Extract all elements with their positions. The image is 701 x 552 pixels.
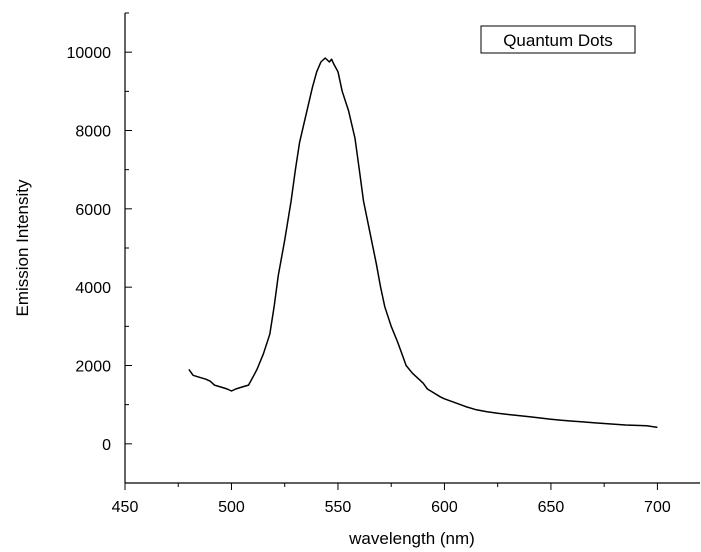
legend-box — [480, 25, 636, 54]
y-tick-label: 4000 — [75, 280, 111, 297]
legend: Quantum Dots — [480, 25, 636, 54]
y-tick-label: 6000 — [75, 202, 111, 219]
x-tick-label: 600 — [431, 499, 458, 516]
y-axis-ticks: 0 2000 4000 6000 8000 10000 — [67, 12, 132, 484]
y-axis-label: Emission Intensity — [13, 179, 32, 316]
x-tick-label: 550 — [325, 499, 352, 516]
y-tick-label: 10000 — [67, 45, 112, 62]
x-tick-label: 700 — [644, 499, 671, 516]
x-tick-label: 650 — [538, 499, 565, 516]
x-axis-label: wavelength (nm) — [348, 529, 475, 548]
y-tick-label: 8000 — [75, 124, 111, 141]
x-tick-label: 500 — [218, 499, 245, 516]
legend-label: Quantum Dots — [503, 31, 613, 50]
x-axis-ticks: 450 500 550 600 650 700 — [112, 483, 671, 516]
y-tick-label: 2000 — [75, 359, 111, 376]
x-tick-label: 450 — [112, 499, 139, 516]
series-line-quantum-dots — [188, 57, 658, 429]
y-tick-label: 0 — [102, 437, 111, 454]
plot-area — [124, 13, 700, 484]
